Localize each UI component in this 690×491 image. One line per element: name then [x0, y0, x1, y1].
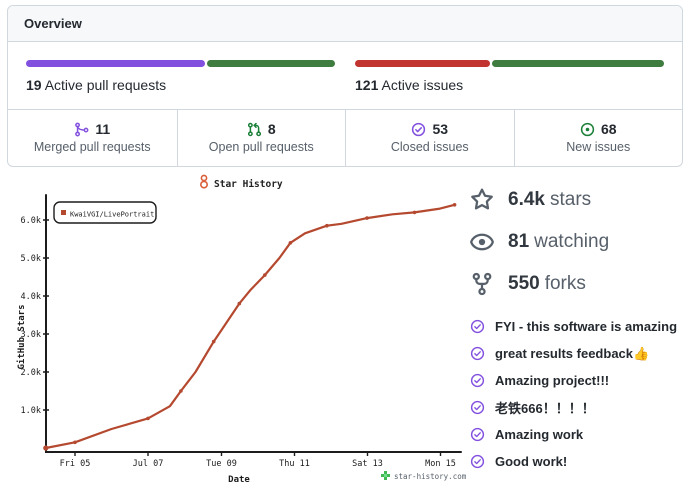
watching-count: 81	[508, 231, 530, 252]
new-issues-count: 68	[600, 121, 617, 137]
issues-bar-segment-left	[355, 60, 491, 67]
x-tick: Sat 13	[352, 459, 383, 469]
forks-stat[interactable]: 550 forks	[470, 269, 688, 299]
comments-list: FYI - this software is amazing great res…	[470, 313, 688, 475]
fork-icon	[472, 272, 492, 296]
check-circle-icon	[470, 400, 485, 415]
active-pr-count: 19	[26, 77, 42, 93]
axis-ticks	[43, 219, 442, 456]
issues-bar	[355, 60, 664, 67]
chart-title: Star History	[214, 179, 283, 190]
forks-count: 550	[508, 273, 540, 294]
x-tick: Tue 09	[206, 459, 237, 469]
activity-bars-row: 19 Active pull requests 121 Active issue…	[8, 42, 682, 109]
issue-opened-icon	[580, 122, 595, 136]
legend-series-name: KwaiVGI/LivePortrait	[70, 211, 154, 219]
merged-pr-count: 11	[95, 121, 111, 137]
star-history-watermark-icon	[381, 471, 390, 480]
open-pr-label: Open pull requests	[208, 140, 314, 154]
git-merge-icon	[75, 122, 89, 136]
comment-text: Amazing work	[495, 427, 584, 442]
pull-requests-activity: 19 Active pull requests	[16, 60, 345, 93]
check-circle-icon	[470, 454, 485, 469]
active-issues-count: 121	[355, 77, 379, 93]
open-pr-count: 8	[267, 121, 276, 137]
eye-icon	[470, 233, 494, 251]
merged-pr-label: Merged pull requests	[33, 140, 151, 154]
active-pr-label: Active pull requests	[44, 77, 167, 93]
stat-closed-issues[interactable]: 53 Closed issues	[345, 110, 514, 166]
issues-bar-segment-right	[492, 60, 664, 67]
check-circle-icon	[470, 373, 485, 388]
active-issues-label: Active issues	[381, 77, 464, 93]
comment-item[interactable]: Amazing work	[470, 421, 688, 448]
x-tick: Fri 05	[60, 459, 91, 469]
comment-text: Good work!	[495, 454, 568, 469]
stat-open-pull-requests[interactable]: 8 Open pull requests	[176, 110, 346, 166]
issues-caption: 121 Active issues	[355, 77, 664, 93]
y-axis-label: GitHub Stars	[16, 304, 27, 369]
comment-item[interactable]: Amazing project!!!	[470, 367, 688, 394]
stat-new-issues[interactable]: 68 New issues	[513, 110, 683, 166]
watermark-link[interactable]: star-history.com	[394, 472, 467, 481]
pr-bar-segment-right	[206, 60, 335, 67]
pull-requests-caption: 19 Active pull requests	[26, 77, 335, 93]
closed-issues-count: 53	[432, 121, 449, 137]
y-tick: 2.0k	[21, 368, 41, 378]
comment-text: Amazing project!!!	[495, 373, 610, 388]
forks-label: forks	[544, 273, 586, 294]
x-axis-label: Date	[228, 475, 250, 485]
watching-stat[interactable]: 81 watching	[470, 227, 688, 257]
check-circle-icon	[470, 427, 485, 442]
legend-marker	[61, 210, 66, 215]
pull-requests-bar	[26, 60, 335, 67]
issue-closed-icon	[412, 122, 426, 136]
star-history-logo-icon	[200, 174, 209, 189]
issues-activity: 121 Active issues	[345, 60, 674, 93]
stars-count: 6.4k	[508, 189, 545, 210]
x-tick: Mon 15	[425, 459, 456, 469]
y-tick: 3.0k	[21, 330, 41, 340]
chart-legend: KwaiVGI/LivePortrait	[53, 201, 157, 224]
y-tick: 4.0k	[21, 292, 41, 302]
stat-merged-pull-requests[interactable]: 11 Merged pull requests	[8, 110, 177, 166]
closed-issues-label: Closed issues	[390, 140, 469, 154]
overview-card: Overview 19 Active pull requests 121	[7, 5, 683, 167]
repo-summary-panel: 6.4k stars 81 watching 550 forks	[470, 185, 688, 475]
comment-text: 老铁666！！！！	[495, 401, 595, 416]
x-tick: Thu 11	[279, 459, 310, 469]
star-icon	[471, 188, 493, 210]
comment-text: great results feedback👍	[495, 345, 650, 361]
comment-item[interactable]: Good work!	[470, 448, 688, 475]
comment-text: FYI - this software is amazing	[495, 319, 678, 334]
stars-label: stars	[549, 189, 592, 210]
y-tick: 6.0k	[21, 216, 41, 226]
stats-row: 11 Merged pull requests 8 Open pull requ…	[8, 109, 682, 166]
star-history-chart: Star History 1.0k 2.0k 3.0k 4.0k 5.0k 6.…	[14, 170, 470, 488]
comment-item[interactable]: FYI - this software is amazing	[470, 313, 688, 340]
y-tick: 1.0k	[21, 406, 41, 416]
y-tick: 5.0k	[21, 254, 41, 264]
watching-label: watching	[534, 231, 610, 252]
check-circle-icon	[470, 319, 485, 334]
chart-axes	[45, 194, 462, 453]
new-issues-label: New issues	[566, 140, 631, 154]
overview-card-title: Overview	[8, 6, 682, 42]
comment-item[interactable]: 老铁666！！！！	[470, 394, 688, 421]
stars-curve	[44, 203, 456, 450]
stars-stat[interactable]: 6.4k stars	[470, 185, 688, 215]
comment-item[interactable]: great results feedback👍	[470, 340, 688, 367]
check-circle-icon	[470, 346, 485, 361]
git-pull-request-icon	[247, 122, 261, 136]
stars-curve-markers	[43, 203, 457, 451]
pr-bar-segment-left	[26, 60, 205, 67]
x-tick: Jul 07	[133, 459, 164, 469]
